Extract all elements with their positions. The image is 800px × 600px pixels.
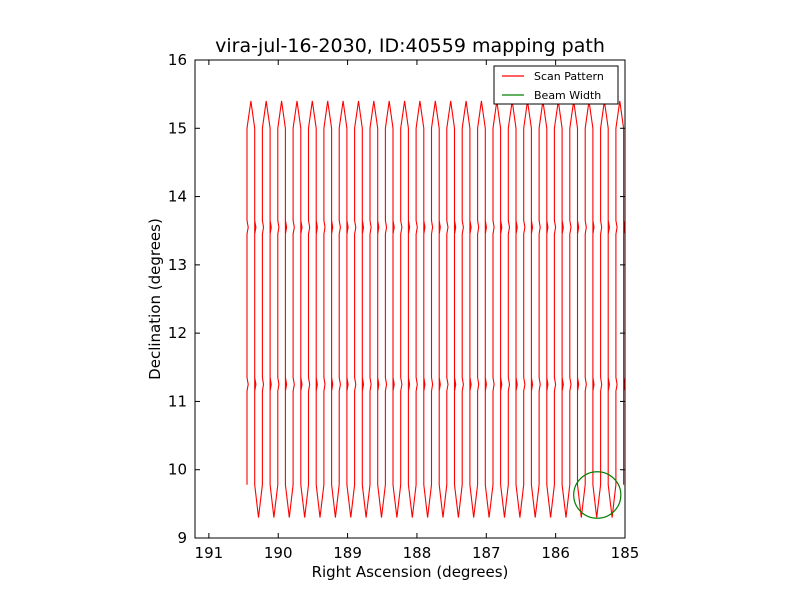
x-tick-label: 186	[541, 544, 570, 562]
y-tick-label: 13	[168, 256, 187, 274]
x-axis-label: Right Ascension (degrees)	[312, 563, 509, 581]
scan-pattern-series	[246, 100, 626, 518]
y-tick-label: 11	[168, 392, 187, 410]
x-tick-label: 187	[472, 544, 501, 562]
legend-label-beam-width: Beam Width	[534, 89, 601, 102]
scan-pattern-line	[246, 100, 626, 518]
x-tick-label: 188	[403, 544, 432, 562]
y-tick-label: 12	[168, 324, 187, 342]
x-tick-label: 191	[195, 544, 224, 562]
y-tick-label: 15	[168, 119, 187, 137]
y-tick-label: 14	[168, 188, 187, 206]
plot-frame	[194, 59, 626, 539]
beam-width-circle	[573, 471, 622, 519]
beam-width-series	[573, 471, 622, 519]
legend-box	[493, 65, 619, 105]
y-tick-label: 16	[168, 51, 187, 69]
x-tick-label: 185	[611, 544, 640, 562]
y-axis-label: Declination (degrees)	[146, 218, 164, 380]
x-tick-label: 189	[333, 544, 362, 562]
x-axis-ticks: 191 190 189 188 187 186 185	[195, 60, 640, 562]
legend-label-scan-pattern: Scan Pattern	[534, 70, 604, 83]
chart-title: vira-jul-16-2030, ID:40559 mapping path	[215, 35, 605, 57]
y-axis-ticks: 9 10 11 12 13 14 15 16	[168, 51, 625, 547]
y-tick-label: 10	[168, 461, 187, 479]
y-tick-label: 9	[177, 529, 187, 547]
plot-area	[246, 100, 626, 519]
legend: Scan Pattern Beam Width	[493, 65, 619, 105]
x-tick-label: 190	[264, 544, 293, 562]
